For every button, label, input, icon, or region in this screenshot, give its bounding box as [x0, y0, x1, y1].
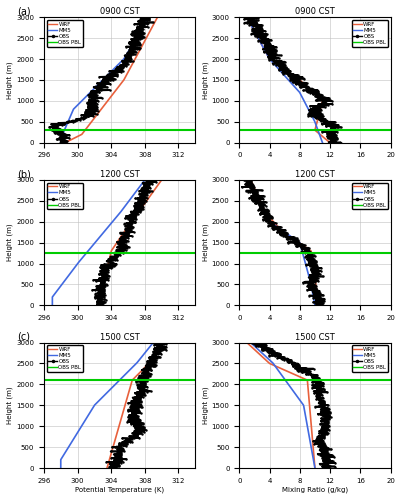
X-axis label: Potential Temperature (K): Potential Temperature (K)	[75, 486, 164, 493]
Legend: WRF, MM5, OBS, OBS PBL: WRF, MM5, OBS, OBS PBL	[351, 182, 387, 210]
Text: (b): (b)	[17, 170, 30, 179]
Title: 0900 CST: 0900 CST	[99, 8, 139, 16]
Title: 1200 CST: 1200 CST	[294, 170, 334, 179]
Title: 1500 CST: 1500 CST	[99, 332, 139, 342]
Y-axis label: Height (m): Height (m)	[202, 61, 208, 99]
Text: (a): (a)	[17, 6, 30, 16]
Title: 1500 CST: 1500 CST	[294, 332, 334, 342]
Title: 0900 CST: 0900 CST	[294, 8, 334, 16]
Legend: WRF, MM5, OBS, OBS PBL: WRF, MM5, OBS, OBS PBL	[47, 20, 83, 46]
Legend: WRF, MM5, OBS, OBS PBL: WRF, MM5, OBS, OBS PBL	[47, 182, 83, 210]
Text: (c): (c)	[17, 332, 30, 342]
Title: 1200 CST: 1200 CST	[99, 170, 139, 179]
X-axis label: Mixing Ratio (g/kg): Mixing Ratio (g/kg)	[281, 486, 347, 493]
Legend: WRF, MM5, OBS, OBS PBL: WRF, MM5, OBS, OBS PBL	[47, 346, 83, 372]
Y-axis label: Height (m): Height (m)	[202, 224, 208, 262]
Y-axis label: Height (m): Height (m)	[7, 224, 13, 262]
Y-axis label: Height (m): Height (m)	[202, 386, 208, 424]
Y-axis label: Height (m): Height (m)	[7, 61, 13, 99]
Legend: WRF, MM5, OBS, OBS PBL: WRF, MM5, OBS, OBS PBL	[351, 346, 387, 372]
Y-axis label: Height (m): Height (m)	[7, 386, 13, 424]
Legend: WRF, MM5, OBS, OBS PBL: WRF, MM5, OBS, OBS PBL	[351, 20, 387, 46]
